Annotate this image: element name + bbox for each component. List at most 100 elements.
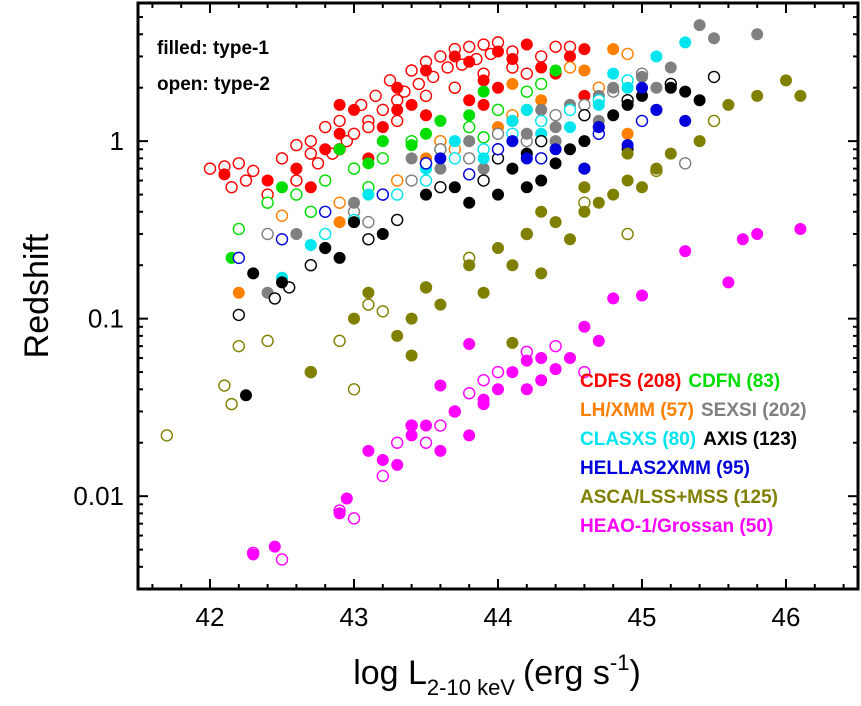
point-open [333,114,346,128]
legend-entry: HELLAS2XMM (95) [580,458,750,479]
series-8 [246,222,807,566]
point-filled [362,188,375,201]
point-filled [636,70,648,83]
ticks-layer: 42 43 44 45 46 0.01 0.1 1 [73,2,858,632]
point-filled [794,89,807,102]
point-filled [736,233,749,246]
point-open [275,152,289,165]
point-open [319,227,332,241]
point-open [225,181,238,194]
point-open [491,143,505,156]
point-filled [405,419,418,432]
point-filled [362,157,375,170]
point-filled [621,147,634,160]
point-filled [564,233,576,246]
point-open [621,47,634,61]
point-filled [693,135,706,148]
point-filled [664,81,677,94]
point-filled [477,98,490,111]
x-tick-label: 46 [772,602,801,632]
point-open [376,469,389,483]
point-filled [333,98,346,111]
point-filled [520,103,533,116]
point-filled [549,64,562,77]
point-filled [607,81,620,94]
point-filled [333,127,346,140]
point-filled [549,216,562,229]
point-open [491,365,505,379]
point-filled [362,286,375,299]
point-filled [247,267,260,280]
point-filled [276,276,288,289]
x-axis-title-unit: (erg s [523,654,610,692]
point-filled [520,383,533,396]
point-open [491,127,505,140]
point-filled [506,336,519,349]
point-open [391,114,404,128]
point-filled [780,74,792,87]
point-filled [434,379,447,392]
point-filled [391,329,404,342]
point-filled [751,28,764,41]
point-filled [535,94,548,107]
point-filled [434,152,447,165]
legend-row: CLASXS (80) AXIS (123) [580,429,797,450]
point-open [347,162,361,175]
point-open [239,174,253,187]
point-open [376,305,389,318]
point-filled [261,174,274,187]
point-open [333,196,346,209]
x-axis-title-superscript: -1 [610,650,630,675]
point-open [563,61,577,74]
point-filled [376,121,389,134]
point-filled [679,36,692,49]
point-filled [405,139,418,152]
x-axis-title-main: log L [353,654,427,692]
point-filled [621,139,634,152]
point-filled [477,152,490,165]
point-filled [578,43,591,56]
points-layer [160,19,807,566]
point-open [319,174,332,187]
point-open [347,512,361,525]
point-filled [247,548,260,561]
point-filled [492,45,504,58]
point-filled [492,188,504,201]
point-open [304,134,317,148]
point-filled [722,98,735,111]
point-open [463,120,476,134]
point-filled [333,216,346,229]
point-filled [679,245,692,258]
point-filled [592,121,605,134]
x-axis-title: log L2-10 keV (erg s-1) [353,650,641,700]
point-open [232,157,246,170]
point-open [621,227,634,241]
point-filled [520,227,533,240]
point-filled [319,143,332,156]
point-open [419,174,433,187]
point-open [578,108,591,122]
legend-entry: CDFS (208) [580,371,681,392]
point-filled [420,109,432,122]
point-filled [549,363,562,376]
point-filled [693,19,706,32]
point-open [232,251,246,265]
point-filled [348,196,360,209]
point-open [383,74,397,87]
point-filled [240,389,252,402]
point-open [477,174,490,187]
point-filled [535,174,548,187]
point-filled [506,366,519,379]
point-filled [420,188,432,201]
point-open [376,103,389,117]
point-open [261,227,274,241]
point-filled [520,127,533,140]
point-open [419,89,433,103]
point-filled [549,157,562,170]
point-open [304,205,317,218]
point-open [635,114,649,128]
legend-row: CDFS (208) CDFN (83) [580,371,780,392]
point-filled [276,181,288,194]
point-filled [578,205,591,218]
point-filled [636,81,648,94]
